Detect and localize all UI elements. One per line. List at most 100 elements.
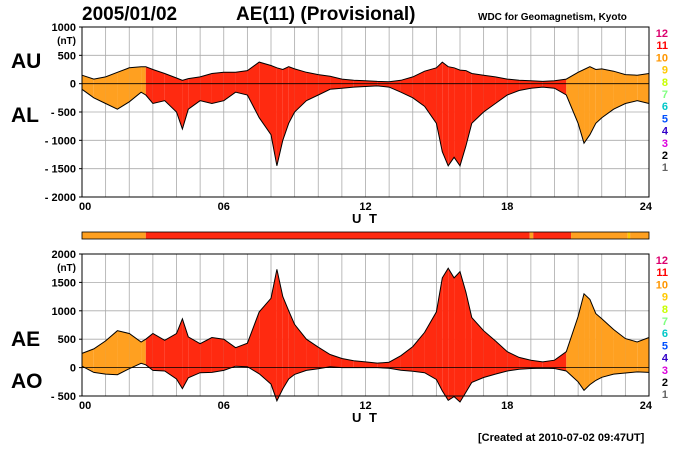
area-segment xyxy=(341,358,354,368)
area-segment xyxy=(554,351,567,372)
area-segment xyxy=(211,72,224,104)
area-segment xyxy=(306,72,319,101)
area-segment xyxy=(259,62,271,135)
index-title: AE(11) (Provisional) xyxy=(236,4,416,25)
area-segment xyxy=(145,66,153,104)
area-segment xyxy=(389,355,401,371)
x-tick-label: 18 xyxy=(501,201,513,213)
area-segment xyxy=(271,269,277,401)
area-segment xyxy=(152,333,165,372)
level-scale-label: 8 xyxy=(662,304,668,316)
area-segment xyxy=(584,293,590,391)
area-segment xyxy=(578,293,585,391)
area-segment xyxy=(454,271,460,402)
x-tick-label: 24 xyxy=(640,201,653,213)
activity-bar-segment xyxy=(82,232,146,239)
area-segment xyxy=(294,324,307,375)
series-line-ae xyxy=(81,267,650,364)
y-tick-label: - 500 xyxy=(51,391,76,403)
y-tick-label: - 1000 xyxy=(45,135,76,147)
level-scale-label: 4 xyxy=(662,353,669,365)
area-segment xyxy=(483,330,496,378)
created-timestamp: [Created at 2010-07-02 09:47UT] xyxy=(478,432,645,444)
area-segment xyxy=(164,73,177,112)
area-segment xyxy=(442,268,449,401)
area-segment xyxy=(182,78,189,129)
level-scale-label: 2 xyxy=(662,150,668,162)
series-line-au xyxy=(81,61,650,83)
area-segment xyxy=(247,311,260,374)
level-scale-label: 11 xyxy=(656,40,668,52)
level-scale-label: 1 xyxy=(662,162,668,174)
y-tick-label: 2000 xyxy=(52,249,76,261)
area-segment xyxy=(613,329,626,375)
area-segment xyxy=(637,73,649,104)
level-scale-label: 9 xyxy=(662,292,668,304)
series-line-ao xyxy=(81,362,650,403)
x-tick-label: 06 xyxy=(218,400,230,412)
area-segment xyxy=(530,80,543,89)
area-segment xyxy=(601,318,614,378)
y-tick-label: - 2000 xyxy=(45,192,76,204)
area-segment xyxy=(460,70,466,166)
area-segment xyxy=(117,330,130,375)
area-segment xyxy=(188,76,201,110)
area-segment xyxy=(247,62,260,118)
area-segment xyxy=(595,68,602,124)
activity-bar-segment xyxy=(627,232,631,239)
area-segment xyxy=(200,337,212,373)
area-segment xyxy=(200,73,212,104)
y-tick-label: - 500 xyxy=(51,107,76,119)
area-segment xyxy=(282,296,289,389)
area-segment xyxy=(471,317,484,383)
level-scale-label: 7 xyxy=(662,89,668,101)
level-scale-label: 3 xyxy=(662,138,668,150)
area-segment xyxy=(483,75,496,112)
area-segment xyxy=(613,71,626,110)
area-segment xyxy=(554,79,567,95)
x-tick-label: 00 xyxy=(79,201,91,213)
area-segment xyxy=(259,298,271,385)
area-segment xyxy=(460,271,466,402)
activity-bar xyxy=(81,231,650,240)
area-segment xyxy=(82,348,94,373)
y-tick-label: 1000 xyxy=(52,306,76,318)
level-scale-label: 9 xyxy=(662,65,668,77)
area-segment xyxy=(637,337,649,373)
area-segment xyxy=(400,76,413,98)
area-segment xyxy=(318,347,331,369)
area-segment xyxy=(566,316,579,382)
area-segment xyxy=(276,269,283,401)
area-segment xyxy=(471,73,484,124)
area-segment xyxy=(182,318,189,389)
area-segment xyxy=(129,333,142,369)
level-scale-label: 10 xyxy=(656,52,668,64)
area-segment xyxy=(519,357,531,370)
area-segment xyxy=(152,69,165,104)
area-segment xyxy=(353,360,366,368)
x-tick-label: 18 xyxy=(501,400,513,412)
y-unit-label: (nT) xyxy=(57,36,76,47)
level-scale-label: 2 xyxy=(662,377,668,389)
series-line-al xyxy=(81,85,650,167)
level-scale-label: 1 xyxy=(662,389,668,401)
level-scale-label: 8 xyxy=(662,77,668,89)
area-segment xyxy=(625,74,638,104)
area-segment xyxy=(424,311,437,380)
activity-bar-segment xyxy=(630,232,649,239)
activity-bar-segment xyxy=(529,232,534,239)
area-segment xyxy=(330,76,342,90)
level-scale-label: 3 xyxy=(662,365,668,377)
level-scale-label: 6 xyxy=(662,101,668,113)
y-tick-label: 0 xyxy=(70,79,76,91)
area-segment xyxy=(377,81,390,88)
area-segment xyxy=(294,68,307,112)
area-segment xyxy=(542,360,555,369)
y-tick-label: 0 xyxy=(70,363,76,375)
x-axis-label: U T xyxy=(352,410,379,425)
area-segment xyxy=(389,80,401,93)
area-segment xyxy=(82,75,94,98)
side-label-al: AL xyxy=(11,104,39,127)
area-segment xyxy=(377,362,390,369)
area-segment xyxy=(507,351,520,372)
